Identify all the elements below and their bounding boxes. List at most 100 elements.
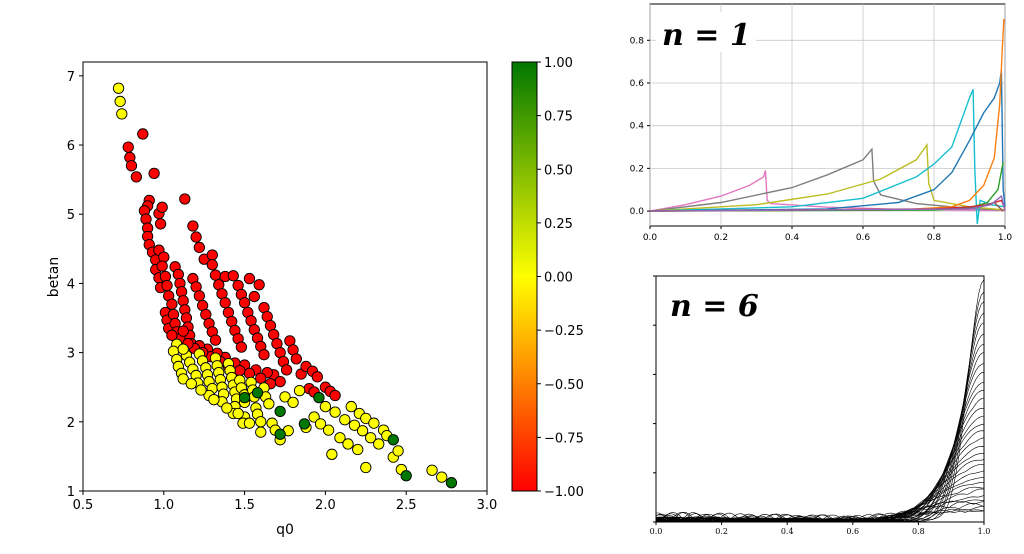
scatter-point xyxy=(238,391,251,404)
n1-x-tick-label: 0.6 xyxy=(856,233,871,243)
scatter-point xyxy=(293,385,306,397)
scatter-point xyxy=(274,405,286,418)
scatter-point xyxy=(342,438,354,450)
n1-y-tick-label: 0.6 xyxy=(630,79,645,89)
scatter-point xyxy=(166,329,178,341)
colorbar-tick-label: 1.00 xyxy=(544,56,573,71)
scatter-point xyxy=(206,259,218,271)
scatter-point xyxy=(221,402,233,414)
scatter-x-ticks: 0.5 1.0 1.5 2.0 2.5 3.0 xyxy=(73,491,498,513)
scatter-point xyxy=(436,471,448,483)
scatter-point xyxy=(314,418,327,430)
n6-series-line xyxy=(655,301,985,523)
colorbar-tick-label: −0.50 xyxy=(544,378,584,393)
n1-y-tick-label: 0.4 xyxy=(630,122,645,132)
n6-title-background xyxy=(664,284,764,324)
n1-x-tick-label: 0.8 xyxy=(927,233,942,243)
scatter-point xyxy=(190,231,202,243)
scatter-point xyxy=(148,167,160,180)
scatter-x-tick-label: 3.0 xyxy=(477,498,498,513)
scatter-point xyxy=(445,477,458,489)
n6-series-line xyxy=(655,279,985,523)
scatter-y-tick-label: 5 xyxy=(67,208,75,223)
scatter-point xyxy=(290,353,302,365)
n6-x-tick-label: 0.2 xyxy=(715,527,728,536)
scatter-x-tick-label: 1.5 xyxy=(234,498,255,513)
scatter-point xyxy=(326,448,338,460)
scatter-x-tick-label: 1.0 xyxy=(153,498,174,513)
n6-x-tick-label: 0.0 xyxy=(650,527,663,536)
scatter-point xyxy=(219,297,231,309)
n1-x-tick-label: 0.0 xyxy=(643,233,658,243)
scatter-point xyxy=(156,201,168,213)
scatter-y-axis-label: betan xyxy=(46,257,62,297)
scatter-point xyxy=(258,349,270,361)
n6-series-line xyxy=(655,291,985,523)
colorbar-tick-label: −1.00 xyxy=(544,485,584,500)
n6-x-tick-label: 0.6 xyxy=(846,527,859,536)
scatter-point xyxy=(122,141,134,153)
n1-y-tick-label: 0.8 xyxy=(630,36,645,46)
scatter-point xyxy=(156,260,168,272)
scatter-point xyxy=(235,341,248,353)
scatter-point xyxy=(177,343,189,355)
scatter-point xyxy=(368,417,380,429)
scatter-point xyxy=(243,417,256,429)
n1-y-tick-label: 0.0 xyxy=(630,207,645,217)
scatter-x-tick-label: 0.5 xyxy=(73,498,94,513)
scatter-y-tick-label: 1 xyxy=(67,485,75,500)
scatter-point xyxy=(400,470,412,482)
scatter-point xyxy=(243,272,256,285)
scatter-point xyxy=(334,432,346,444)
scatter-point xyxy=(253,279,265,291)
scatter-point xyxy=(238,297,251,309)
scatter-point xyxy=(364,432,377,444)
n6-x-tick-label: 0.4 xyxy=(781,527,794,536)
n1-series-line xyxy=(649,142,1006,212)
scatter-point xyxy=(193,290,206,302)
n1-x-tick-label: 1.0 xyxy=(998,233,1013,243)
scatter-x-axis-label: q0 xyxy=(276,522,294,538)
colorbar-tick-label: 0.00 xyxy=(544,271,573,286)
scatter-point xyxy=(206,249,218,261)
scatter-point xyxy=(255,426,267,438)
scatter-plot-area xyxy=(82,61,488,492)
colorbar-tick-label: 0.50 xyxy=(544,163,573,178)
colorbar-tick-label: −0.25 xyxy=(544,324,584,339)
colorbar-tick-label: 0.25 xyxy=(544,217,573,232)
scatter-x-tick-label: 2.5 xyxy=(396,498,417,513)
scatter-point xyxy=(208,394,220,406)
scatter-point xyxy=(255,416,267,428)
scatter-point xyxy=(356,425,369,437)
scatter-point xyxy=(329,406,341,418)
scatter-chart: 0.5 1.0 1.5 2.0 2.5 3.0 1 2 3 4 5 6 7 q0 betan 1.00… xyxy=(46,56,584,538)
scatter-point xyxy=(348,419,361,431)
scatter-point xyxy=(426,464,438,476)
scatter-point xyxy=(232,407,244,420)
n6-x-ticks: 0.0 0.2 0.4 0.6 0.8 1.0 xyxy=(650,522,990,536)
n6-series xyxy=(655,279,985,523)
scatter-point xyxy=(209,334,222,346)
n6-x-tick-label: 0.8 xyxy=(912,527,925,536)
scatter-point xyxy=(339,414,351,426)
n6-y-ticks xyxy=(653,275,656,523)
scatter-point xyxy=(387,434,399,446)
scatter-point xyxy=(177,325,189,337)
scatter-point xyxy=(279,391,291,403)
scatter-point xyxy=(360,461,372,474)
n1-y-ticks: 0.0 0.2 0.4 0.6 0.8 xyxy=(630,36,650,217)
scatter-point xyxy=(373,438,385,450)
scatter-point xyxy=(137,128,149,140)
n6-series-line xyxy=(655,312,985,523)
n6-chart: 0.0 0.2 0.4 0.6 0.8 1.0 n = 6 xyxy=(650,275,990,536)
n1-chart: 0.0 0.2 0.4 0.6 0.8 1.0 0.0 0.2 0.4 0.6 0.8 n = 1 xyxy=(630,3,1013,243)
scatter-point xyxy=(166,298,178,310)
scatter-point xyxy=(251,387,264,399)
colorbar-tick-label: −0.75 xyxy=(544,431,584,446)
n1-x-tick-label: 0.4 xyxy=(785,233,800,243)
scatter-point xyxy=(227,270,239,282)
scatter-point xyxy=(179,193,191,205)
scatter-point xyxy=(392,445,404,457)
n1-series-line xyxy=(649,194,1006,212)
scatter-point xyxy=(112,82,125,94)
